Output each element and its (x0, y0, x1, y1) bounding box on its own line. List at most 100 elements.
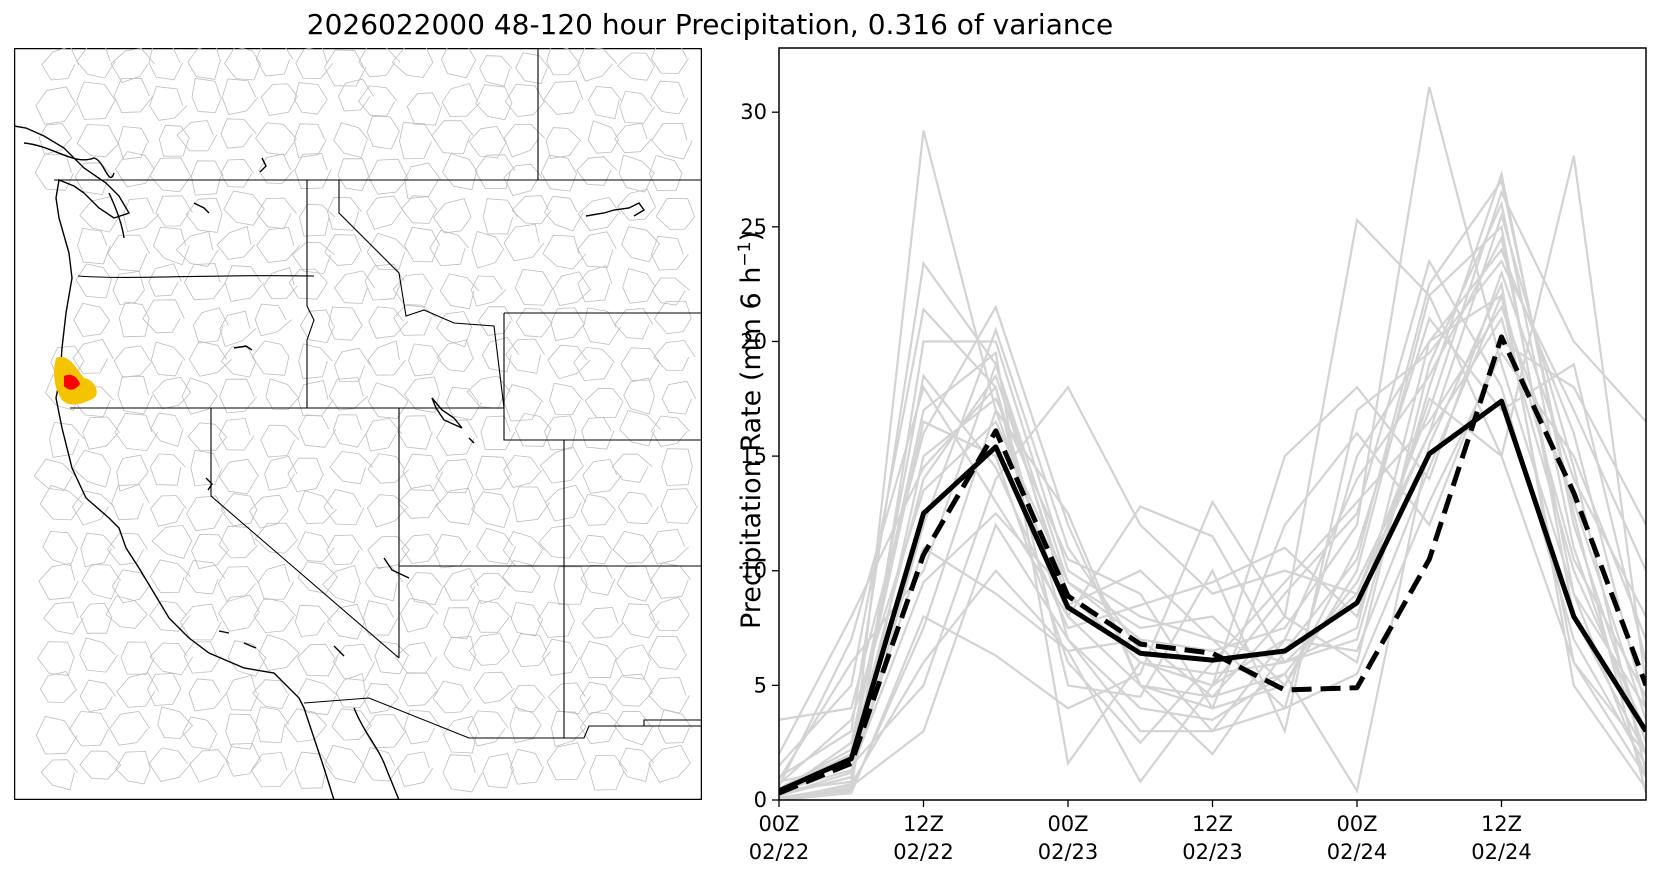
basin-cell (191, 77, 223, 114)
basin-cell (367, 494, 409, 528)
basin-cell (39, 484, 84, 521)
fort-peck-lake (585, 202, 646, 217)
basin-cell (399, 122, 436, 160)
basin-cell (265, 378, 300, 411)
basin-cell (660, 488, 699, 524)
basin-cell (184, 263, 227, 301)
basin-cell (620, 347, 662, 381)
series-line-member-15 (779, 235, 1646, 797)
series-line-member-02 (779, 130, 1646, 797)
map-panel (14, 48, 702, 800)
basin-cell (482, 753, 515, 789)
basin-cell (260, 424, 299, 458)
series-line-mean (779, 398, 1646, 794)
pyramid-lake (205, 477, 213, 491)
basin-cell (544, 195, 584, 232)
y-axis-label-close: ) (736, 231, 767, 242)
basin-cell (327, 196, 362, 231)
basin-cell (41, 48, 79, 81)
basin-cell (469, 572, 510, 605)
basin-cell (252, 679, 290, 710)
basin-cell (248, 494, 289, 529)
x-tick-label-time: 12Z (903, 812, 944, 836)
basin-cell (618, 747, 655, 782)
basin-cell (255, 706, 290, 744)
basin-cell (577, 48, 618, 82)
basin-cell (297, 490, 337, 525)
basin-cell (365, 417, 403, 452)
basin-cell (294, 604, 333, 637)
basin-cell (71, 490, 115, 526)
basin-cell (323, 49, 367, 87)
basin-cell (113, 345, 153, 378)
basin-cell (297, 643, 339, 677)
basin-cell (401, 195, 437, 224)
basin-cell (503, 455, 543, 488)
series-line-member-01 (779, 315, 1646, 790)
basin-cell (397, 484, 441, 519)
basin-cell (294, 751, 334, 789)
basin-cell (651, 277, 690, 306)
basin-cell (511, 195, 552, 225)
basin-cell (374, 641, 410, 675)
basin-cell (38, 123, 73, 155)
state-borders (54, 48, 702, 739)
basin-cell (190, 449, 223, 486)
basin-cell (587, 120, 619, 154)
series-line-analysis (779, 334, 1646, 796)
basin-cell (220, 158, 255, 188)
basin-cell (260, 83, 299, 116)
basin-cell (587, 86, 622, 120)
basin-cell (218, 594, 261, 632)
basin-cell (391, 48, 434, 78)
basin-cell (39, 671, 78, 703)
basin-cell (661, 448, 693, 486)
map-frame (14, 48, 702, 800)
series-line-member-17 (779, 350, 1646, 780)
basin-cell (510, 684, 546, 713)
basin-cell (431, 120, 474, 155)
basin-cell (155, 195, 193, 227)
basin-cell (552, 271, 592, 306)
basin-cell (331, 708, 373, 741)
great-salt-lake (431, 397, 463, 429)
basin-cell (80, 532, 116, 568)
basin-cell (111, 484, 150, 521)
highlight-region (54, 357, 97, 405)
y-tick-label: 0 (754, 788, 767, 812)
series-line-member-09 (779, 247, 1646, 787)
series-line-member-11 (779, 339, 1646, 792)
basin-cell (158, 124, 191, 157)
basin-cell (619, 410, 661, 447)
basin-cell (253, 597, 297, 634)
salton-sea (333, 645, 345, 657)
basin-cell (545, 127, 582, 160)
basin-cell (149, 600, 191, 632)
series-line-member-03 (779, 86, 1646, 779)
basin-cell (363, 600, 399, 636)
basin-cell (611, 453, 653, 483)
basin-cell (589, 755, 628, 791)
basin-cell (69, 710, 111, 747)
basin-cell (295, 48, 334, 79)
basin-cell (221, 78, 259, 115)
basin-cell (617, 52, 656, 81)
basin-cell (503, 163, 543, 197)
basin-cell (366, 115, 401, 150)
basin-cell (580, 640, 618, 679)
basin-cell (333, 122, 369, 158)
basin-cell (476, 527, 517, 565)
coastline (14, 125, 646, 800)
basin-cell (439, 273, 480, 310)
basin-cell (157, 706, 194, 739)
basin-cell (443, 567, 479, 601)
basin-cell (538, 524, 583, 559)
x-tick-label-date: 02/23 (1038, 840, 1099, 864)
series-line-member-21 (779, 292, 1646, 792)
idaho-montana-border (338, 180, 505, 409)
basin-cell (650, 80, 689, 115)
series-line-member-04 (779, 169, 1646, 800)
basin-cell (553, 566, 588, 605)
basin-cell (368, 306, 409, 339)
basin-cell (367, 536, 410, 569)
